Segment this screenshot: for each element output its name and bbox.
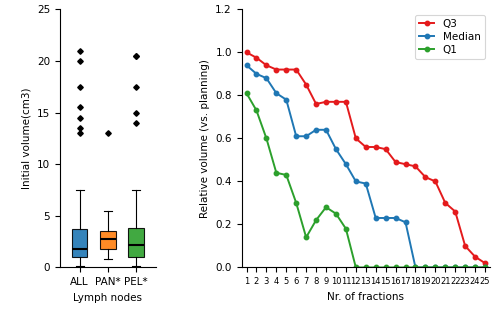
- Median: [363, 182, 369, 185]
- Median: [333, 147, 339, 151]
- Q1: [353, 266, 359, 269]
- Q3: [392, 160, 398, 164]
- Q1: [343, 227, 349, 231]
- Median: [293, 134, 299, 138]
- Q1: [254, 109, 260, 112]
- Q3: [293, 68, 299, 72]
- Q1: [284, 173, 290, 177]
- Q3: [284, 68, 290, 72]
- Median: [274, 91, 280, 95]
- Q3: [274, 68, 280, 72]
- Median: [343, 162, 349, 166]
- Median: [482, 266, 488, 269]
- PathPatch shape: [72, 229, 88, 257]
- Q1: [412, 266, 418, 269]
- Median: [452, 266, 458, 269]
- Q1: [313, 218, 319, 222]
- Q1: [402, 266, 408, 269]
- Median: [462, 266, 468, 269]
- X-axis label: Lymph nodes: Lymph nodes: [74, 293, 142, 303]
- Median: [402, 220, 408, 224]
- PathPatch shape: [128, 228, 144, 257]
- Q3: [333, 100, 339, 104]
- Q3: [363, 145, 369, 149]
- Q3: [422, 175, 428, 179]
- Q3: [412, 165, 418, 168]
- Q1: [244, 91, 250, 95]
- Q3: [264, 63, 270, 67]
- Q1: [392, 266, 398, 269]
- Q1: [482, 266, 488, 269]
- Q1: [442, 266, 448, 269]
- Q3: [382, 147, 388, 151]
- Q1: [422, 266, 428, 269]
- Q1: [333, 212, 339, 216]
- Median: [442, 266, 448, 269]
- Q3: [432, 179, 438, 183]
- Q3: [442, 201, 448, 205]
- Median: [382, 216, 388, 220]
- Q3: [462, 244, 468, 248]
- Median: [392, 216, 398, 220]
- Q1: [293, 201, 299, 205]
- Median: [254, 72, 260, 76]
- Q1: [303, 235, 309, 239]
- Q1: [472, 266, 478, 269]
- Median: [313, 128, 319, 132]
- Legend: Q3, Median, Q1: Q3, Median, Q1: [414, 15, 485, 59]
- Q3: [303, 83, 309, 86]
- Q3: [402, 162, 408, 166]
- Y-axis label: Relative volume (vs. planning): Relative volume (vs. planning): [200, 59, 209, 218]
- Q1: [432, 266, 438, 269]
- Median: [422, 266, 428, 269]
- Q3: [254, 56, 260, 60]
- Q3: [452, 210, 458, 213]
- Q3: [472, 255, 478, 258]
- Q1: [462, 266, 468, 269]
- X-axis label: Nr. of fractions: Nr. of fractions: [328, 292, 404, 302]
- PathPatch shape: [100, 231, 116, 249]
- Line: Median: Median: [244, 63, 488, 270]
- Median: [303, 134, 309, 138]
- Q3: [372, 145, 378, 149]
- Q1: [372, 266, 378, 269]
- Q3: [482, 261, 488, 265]
- Q1: [323, 205, 329, 209]
- Median: [284, 98, 290, 101]
- Median: [412, 266, 418, 269]
- Y-axis label: Initial volume(cm3): Initial volume(cm3): [22, 88, 32, 189]
- Q1: [274, 171, 280, 175]
- Q3: [323, 100, 329, 104]
- Line: Q3: Q3: [244, 50, 488, 265]
- Median: [264, 76, 270, 80]
- Q1: [452, 266, 458, 269]
- Median: [244, 63, 250, 67]
- Q3: [244, 50, 250, 54]
- Q1: [264, 137, 270, 140]
- Q3: [313, 102, 319, 106]
- Line: Q1: Q1: [244, 91, 488, 270]
- Median: [353, 179, 359, 183]
- Q1: [382, 266, 388, 269]
- Median: [323, 128, 329, 132]
- Median: [432, 266, 438, 269]
- Q3: [343, 100, 349, 104]
- Q3: [353, 137, 359, 140]
- Median: [372, 216, 378, 220]
- Q1: [363, 266, 369, 269]
- Median: [472, 266, 478, 269]
